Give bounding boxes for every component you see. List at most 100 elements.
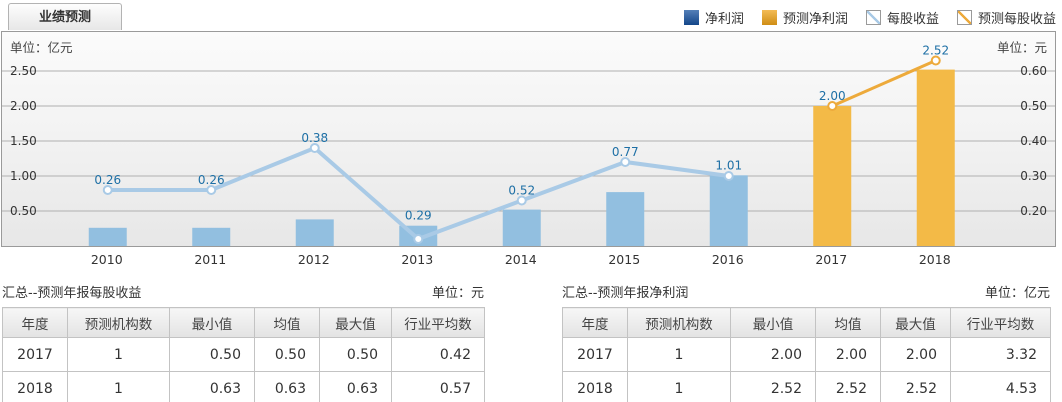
table-row: 2017 1 0.50 0.50 0.50 0.42 [2, 337, 485, 372]
x-axis-label: 2012 [297, 252, 330, 267]
right-axis-tick: 0.60 [1020, 64, 1047, 78]
bar-2010 [88, 227, 127, 246]
table-cell: 0.42 [391, 337, 485, 372]
bar-value-label: 1.01 [715, 158, 742, 172]
legend-label: 每股收益 [886, 12, 939, 27]
table-cell: 2018 [2, 371, 68, 402]
column-header: 均值 [815, 307, 881, 338]
bar-2018 [916, 69, 955, 246]
table-cell: 2.52 [730, 371, 816, 402]
line-marker-icon [620, 157, 631, 167]
bar-value-label: 0.38 [301, 131, 328, 145]
table-cell: 0.50 [254, 337, 320, 372]
legend-swatch-solid-icon [683, 10, 699, 25]
table-cell: 2017 [562, 337, 628, 372]
chart-canvas: 2.50 0.60 2.00 0.50 1.50 0.40 1.00 0.30 0.50 0.20… [2, 44, 1055, 246]
column-header: 最大值 [880, 307, 951, 338]
bar-2011 [192, 227, 231, 246]
right-axis-tick: 0.40 [1020, 134, 1047, 148]
column-header: 行业平均数 [391, 307, 485, 338]
table-cell: 2.00 [730, 337, 816, 372]
summary-title: 汇总--预测年报净利润 [562, 286, 689, 301]
table-cell: 4.53 [950, 371, 1051, 402]
table-cell: 1 [67, 337, 170, 372]
bar-2017 [813, 106, 852, 246]
table-cell: 2018 [562, 371, 628, 402]
right-axis-tick: 0.50 [1020, 99, 1047, 113]
table-cell: 1 [67, 371, 170, 402]
bar-2012 [295, 219, 334, 246]
bar-value-label: 2.00 [819, 89, 846, 103]
bar-value-label: 0.26 [198, 173, 225, 187]
left-axis-unit-label: 单位：亿元 [10, 40, 73, 55]
line-marker-icon [827, 101, 838, 111]
x-axis-label: 2011 [194, 252, 227, 267]
column-header: 年度 [562, 307, 628, 338]
column-header: 预测机构数 [67, 307, 170, 338]
bar-value-label: 0.29 [405, 209, 432, 223]
line-marker-icon [723, 171, 734, 181]
eps-forecast-table: 年度 预测机构数 最小值 均值 最大值 行业平均数 2017 1 0.50 0.50 0.50 0.4… [2, 307, 485, 402]
net-profit-forecast-summary: 汇总--预测年报净利润 单位：亿元 年度 预测机构数 最小值 均值 最大值 行业平均数 20… [562, 275, 1051, 402]
table-row: 2018 1 2.52 2.52 2.52 4.53 [562, 371, 1051, 402]
table-cell: 2.00 [815, 337, 881, 372]
legend-item-diagonal: 每股收益 [865, 8, 939, 27]
table-cell: 0.57 [391, 371, 485, 402]
right-axis-tick: 0.30 [1020, 169, 1047, 183]
x-axis-label: 2014 [504, 252, 537, 267]
table-cell: 2.52 [880, 371, 951, 402]
table-cell: 1 [627, 337, 731, 372]
table-cell: 0.63 [319, 371, 392, 402]
table-cell: 0.50 [319, 337, 392, 372]
bar-value-label: 0.26 [94, 173, 121, 187]
line-marker-icon [102, 185, 113, 195]
tab-performance-forecast[interactable]: 业绩预测 [8, 3, 122, 30]
table-row: 2017 1 2.00 2.00 2.00 3.32 [562, 337, 1051, 372]
left-axis-tick: 0.50 [10, 204, 37, 218]
chart-legend: 净利润 预测净利润 每股收益 预测每股收益 [683, 8, 1056, 27]
legend-label: 预测每股收益 [977, 12, 1056, 27]
table-cell: 0.50 [169, 337, 255, 372]
column-header: 最小值 [730, 307, 816, 338]
table-cell: 0.63 [254, 371, 320, 402]
forecast-chart: 单位：亿元 单位：元 2.50 0.60 2.00 0.50 1.50 0.40 1.00 0… [1, 31, 1056, 247]
bar-value-label: 0.77 [612, 145, 639, 159]
eps-forecast-summary: 汇总--预测年报每股收益 单位：元 年度 预测机构数 最小值 均值 最大值 行业平均数 20… [2, 275, 485, 402]
x-axis-label: 2015 [608, 252, 641, 267]
legend-label: 净利润 [704, 12, 744, 27]
legend-item-diagonal: 预测每股收益 [956, 8, 1056, 27]
bar-2016 [709, 175, 748, 246]
legend-item-solid: 净利润 [683, 8, 744, 27]
table-cell: 3.32 [950, 337, 1051, 372]
line-marker-icon [206, 185, 217, 195]
summary-unit: 单位：亿元 [984, 286, 1050, 301]
line-marker-icon [413, 234, 424, 244]
x-axis-label: 2018 [918, 252, 951, 267]
column-header: 均值 [254, 307, 320, 338]
column-header: 最小值 [169, 307, 255, 338]
x-axis-label: 2010 [90, 252, 123, 267]
net-profit-forecast-table: 年度 预测机构数 最小值 均值 最大值 行业平均数 2017 1 2.00 2.00 2.00 3.3… [562, 307, 1051, 402]
left-axis-tick: 1.50 [10, 134, 37, 148]
x-axis-labels: 2010 2011 2012 2013 2014 2015 2016 2017 2018 [0, 247, 1062, 273]
summary-section: 汇总--预测年报每股收益 单位：元 年度 预测机构数 最小值 均值 最大值 行业平均数 20… [0, 275, 1062, 402]
line-marker-icon [309, 143, 320, 153]
right-axis-unit-label: 单位：元 [996, 40, 1047, 55]
legend-swatch-diagonal-icon [956, 10, 972, 25]
x-axis-label: 2013 [401, 252, 434, 267]
bar-value-label: 2.52 [922, 44, 949, 58]
bar-2014 [502, 209, 541, 246]
line-marker-icon [930, 55, 941, 66]
table-cell: 2.00 [880, 337, 951, 372]
table-cell: 0.63 [169, 371, 255, 402]
summary-title: 汇总--预测年报每股收益 [2, 286, 142, 301]
eps-line [831, 59, 937, 108]
bar-2015 [606, 192, 645, 246]
legend-swatch-solid-icon [761, 10, 777, 25]
left-axis-tick: 2.00 [10, 99, 37, 113]
left-axis-tick: 2.50 [10, 64, 37, 78]
table-cell: 2017 [2, 337, 68, 372]
x-axis-label: 2017 [815, 252, 848, 267]
summary-unit: 单位：元 [431, 286, 484, 301]
tab-bar: 业绩预测 净利润 预测净利润 每股收益 预测每股收益 [0, 0, 1062, 31]
